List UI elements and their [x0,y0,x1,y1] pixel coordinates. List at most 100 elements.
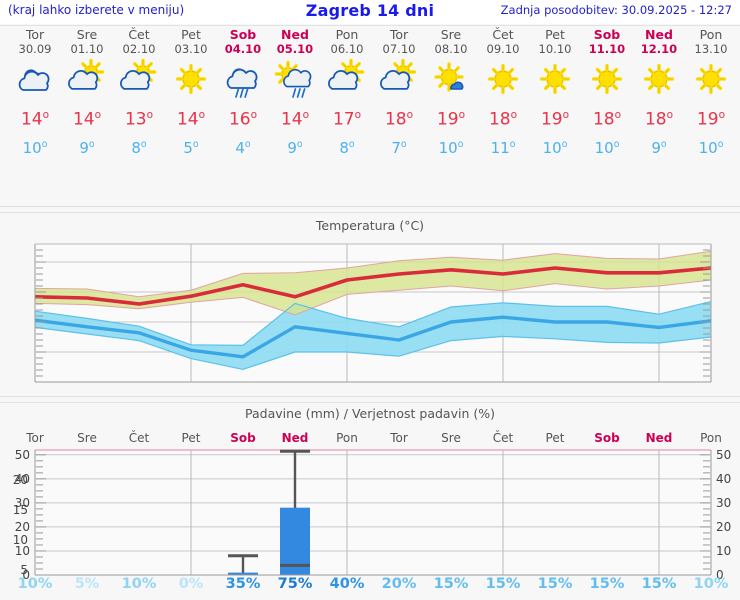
precipitation-probability-label: 10% [17,576,53,592]
degree-symbol: o [354,109,362,121]
day-column[interactable]: Tor 30.09 14o 10o [9,28,61,160]
precipitation-probability-label: 15% [485,576,521,592]
strip-divider-top [0,206,740,207]
precipitation-y-tick-label-right: 10 [716,543,732,558]
day-date: 07.10 [382,42,416,56]
day-min-temp: 9o [633,133,685,160]
precipitation-y-tick-label-right: 20 [716,519,732,534]
day-date: 08.10 [434,42,468,56]
day-max-temp: 16o [217,102,269,133]
day-min-temp-value: 4 [235,138,245,157]
day-date: 04.10 [224,42,262,56]
day-max-temp-value: 18 [644,109,667,130]
precipitation-day-label: Ned [281,431,309,445]
day-max-temp: 14o [165,102,217,133]
day-date: 03.10 [174,42,208,56]
day-date: 01.10 [70,42,104,56]
precipitation-day-label: Sre [77,431,97,445]
day-column[interactable]: Pet 10.10 19o 10o [529,28,581,160]
degree-symbol: o [614,109,622,121]
day-max-temp: 18o [477,102,529,133]
day-name: Sre [440,27,462,42]
day-min-temp-value: 9 [651,138,661,157]
day-name: Pon [335,27,359,42]
day-min-temp: 10o [9,133,61,160]
precipitation-day-label: Čet [492,431,514,445]
sun-rain-icon [269,58,321,102]
day-min-temp: 10o [425,133,477,160]
day-max-temp-value: 19 [436,109,459,130]
degree-symbol: o [406,109,414,121]
precipitation-y-tick-label-right: 0 [716,568,724,582]
precipitation-probability-label: 35% [225,576,261,592]
day-column[interactable]: Pet 03.10 14o 5o [165,28,217,160]
degree-symbol: o [717,138,724,150]
day-max-temp-value: 17 [332,109,355,130]
day-column[interactable]: Sob 04.10 16o 4o [217,28,269,160]
day-name: Pet [545,27,565,42]
degree-symbol: o [400,138,407,150]
day-max-temp-value: 14 [20,109,43,130]
day-column[interactable]: Sre 01.10 14o 9o [61,28,113,160]
degree-symbol: o [561,138,568,150]
header-bar: (kraj lahko izberete v meniju) Zagreb 14… [0,0,740,24]
sunny-icon [633,58,685,102]
precipitation-probability-label: 15% [537,576,573,592]
day-name: Ned [281,27,309,42]
day-max-temp-value: 18 [488,109,511,130]
day-column[interactable]: Čet 09.10 18o 11o [477,28,529,160]
day-min-temp: 7o [373,133,425,160]
day-min-temp-value: 10 [438,138,458,157]
day-column[interactable]: Ned 12.10 18o 9o [633,28,685,160]
precipitation-probability-label: 40% [329,576,365,592]
day-column[interactable]: Čet 02.10 13o 8o [113,28,165,160]
precipitation-day-label: Ned [645,431,673,445]
precipitation-probability-label: 0% [178,576,204,592]
day-max-temp-value: 13 [124,109,147,130]
degree-symbol: o [244,138,251,150]
day-column[interactable]: Pon 06.10 17o 8o [321,28,373,160]
day-min-temp-value: 8 [131,138,141,157]
degree-symbol: o [41,138,48,150]
degree-symbol: o [457,138,464,150]
sunny-icon [581,58,633,102]
degree-symbol: o [198,109,206,121]
day-max-temp-value: 14 [280,109,303,130]
partly-sunny-icon [113,58,165,102]
day-column[interactable]: Sob 11.10 18o 10o [581,28,633,160]
precipitation-day-label: Tor [390,431,408,445]
day-min-temp: 10o [581,133,633,160]
temperature-y-tick-label: 10 [12,533,28,547]
precipitation-probability-label: 15% [641,576,677,592]
day-min-temp-value: 10 [594,138,614,157]
day-max-temp-value: 14 [72,109,95,130]
day-min-temp-value: 11 [490,138,510,157]
page-title: Zagreb 14 dni [305,1,435,20]
precipitation-y-tick-label-left: 40 [14,471,30,486]
day-name: Tor [25,27,45,42]
precipitation-y-tick-label-left: 50 [14,447,30,462]
day-column[interactable]: Sre 08.10 19 o 10o [425,28,477,160]
day-column[interactable]: Pon 13.10 19o 10o [685,28,737,160]
day-max-temp-value: 18 [592,109,615,130]
strip-divider-bottom [0,212,740,213]
forecast-day-strip: Tor 30.09 14o 10o Sre 01.10 14o 9o Čet 02.10 13o 8o… [0,28,740,203]
precipitation-probability-label: 15% [589,576,625,592]
location-hint: (kraj lahko izberete v meniju) [8,3,185,17]
cloudy-icon [9,58,61,102]
precipitation-y-tick-label-left: 30 [14,495,30,510]
day-date: 12.10 [640,42,678,56]
day-min-temp: 10o [529,133,581,160]
precipitation-day-label: Pon [700,431,722,445]
day-date: 10.10 [538,42,572,56]
degree-symbol: o [302,109,310,121]
degree-symbol: o [296,138,303,150]
degree-symbol: o [666,109,674,121]
day-column[interactable]: Tor 07.10 18o 7o [373,28,425,160]
day-name: Tor [389,27,409,42]
partly-sunny-icon [61,58,113,102]
precipitation-chart-title: Padavine (mm) / Verjetnost padavin (%) [245,406,495,421]
precipitation-probability-label: 10% [121,576,157,592]
day-column[interactable]: Ned 05.10 14o 9o [269,28,321,160]
day-date: 02.10 [122,42,156,56]
